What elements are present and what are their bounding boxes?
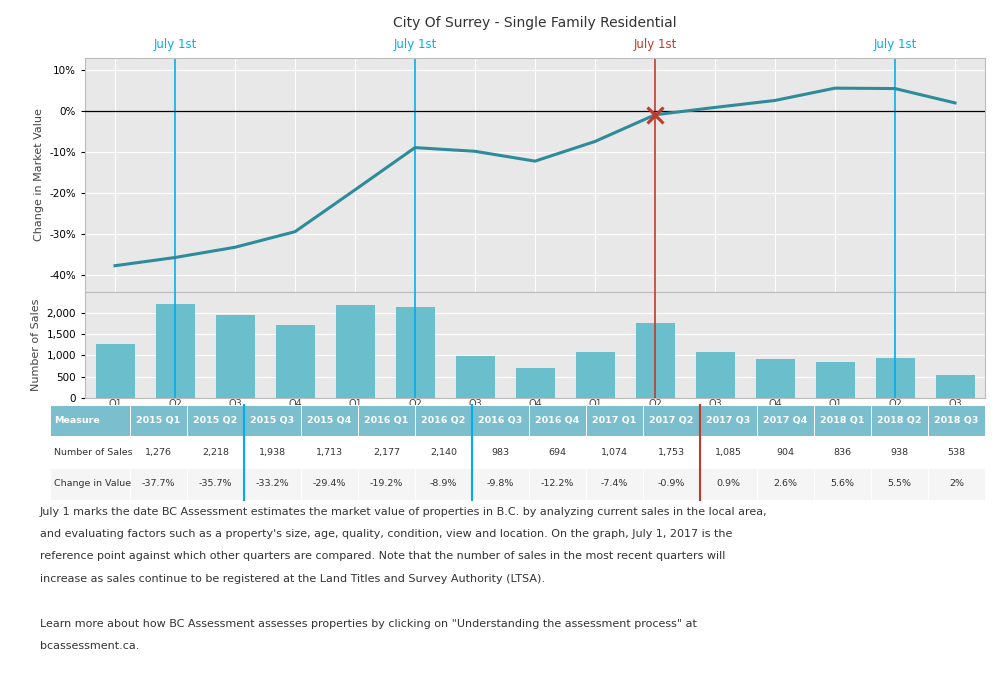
Text: July 1 marks the date BC Assessment estimates the market value of properties in : July 1 marks the date BC Assessment esti… [40, 507, 768, 517]
Text: 2015 Q4: 2015 Q4 [307, 416, 351, 425]
Text: -35.7%: -35.7% [199, 479, 232, 488]
Text: Change in Value: Change in Value [54, 479, 131, 488]
Text: 2016: 2016 [430, 424, 460, 437]
Text: -19.2%: -19.2% [370, 479, 403, 488]
Text: Learn more about how BC Assessment assesses properties by clicking on "Understan: Learn more about how BC Assessment asses… [40, 619, 697, 629]
Y-axis label: Change in Market Value: Change in Market Value [34, 108, 44, 241]
Text: 1,085: 1,085 [715, 447, 742, 457]
Text: 5.6%: 5.6% [830, 479, 854, 488]
Text: 2016 Q1: 2016 Q1 [364, 416, 409, 425]
Bar [516, 369, 554, 398]
Bar [816, 362, 854, 398]
Text: 2,218: 2,218 [202, 447, 229, 457]
Text: 2017 Q1: 2017 Q1 [592, 416, 637, 425]
Bar [396, 307, 434, 398]
Text: 2015 Q2: 2015 Q2 [193, 416, 237, 425]
Text: 2,140: 2,140 [430, 447, 457, 457]
Text: 2018 Q3: 2018 Q3 [934, 416, 979, 425]
Text: 2015 Q3: 2015 Q3 [250, 416, 294, 425]
Text: 2016 Q2: 2016 Q2 [421, 416, 466, 425]
Text: 2018: 2018 [880, 424, 910, 437]
Text: 938: 938 [890, 447, 909, 457]
Text: -33.2%: -33.2% [256, 479, 289, 488]
Bar [576, 352, 614, 398]
Text: and evaluating factors such as a property's size, age, quality, condition, view : and evaluating factors such as a propert… [40, 529, 732, 539]
Text: -7.4%: -7.4% [601, 479, 628, 488]
Text: 694: 694 [548, 447, 566, 457]
Text: bcassessment.ca.: bcassessment.ca. [40, 641, 139, 651]
Bar [216, 316, 254, 398]
Text: 2015 Q1: 2015 Q1 [136, 416, 180, 425]
Text: -12.2%: -12.2% [541, 479, 574, 488]
Bar [276, 325, 314, 398]
Text: 2017 Q3: 2017 Q3 [706, 416, 751, 425]
Text: 2017: 2017 [670, 424, 700, 437]
Text: 2017 Q2: 2017 Q2 [649, 416, 694, 425]
Text: 2016 Q4: 2016 Q4 [535, 416, 580, 425]
Bar [756, 359, 794, 398]
Text: 1,713: 1,713 [316, 447, 343, 457]
Text: July 1st: July 1st [393, 38, 437, 51]
Text: -8.9%: -8.9% [430, 479, 457, 488]
Text: 2.6%: 2.6% [773, 479, 797, 488]
Text: Measure: Measure [54, 416, 100, 425]
Text: 0.9%: 0.9% [716, 479, 740, 488]
Bar [456, 356, 494, 398]
Text: 5.5%: 5.5% [887, 479, 911, 488]
Text: 1,074: 1,074 [601, 447, 628, 457]
Text: 836: 836 [833, 447, 852, 457]
Text: 2018 Q2: 2018 Q2 [877, 416, 922, 425]
Text: 2,177: 2,177 [373, 447, 400, 457]
Y-axis label: Number of Sales: Number of Sales [31, 299, 41, 391]
Bar [96, 343, 134, 398]
Text: 1,276: 1,276 [145, 447, 172, 457]
Text: July 1st: July 1st [633, 38, 677, 51]
Text: July 1st: July 1st [153, 38, 197, 51]
Text: 538: 538 [947, 447, 966, 457]
Text: 2016 Q3: 2016 Q3 [478, 416, 523, 425]
Text: reference point against which other quarters are compared. Note that the number : reference point against which other quar… [40, 551, 725, 562]
Bar [336, 305, 374, 398]
Bar [696, 352, 734, 398]
Text: -37.7%: -37.7% [142, 479, 175, 488]
Text: Number of Sales: Number of Sales [54, 447, 133, 457]
Text: increase as sales continue to be registered at the Land Titles and Survey Author: increase as sales continue to be registe… [40, 574, 545, 584]
Bar [156, 303, 194, 398]
Text: 2018 Q1: 2018 Q1 [820, 416, 865, 425]
Title: City Of Surrey - Single Family Residential: City Of Surrey - Single Family Residenti… [393, 16, 677, 30]
Text: -9.8%: -9.8% [487, 479, 514, 488]
Text: 983: 983 [491, 447, 509, 457]
Text: 1,938: 1,938 [259, 447, 286, 457]
Bar [876, 358, 914, 398]
Text: 904: 904 [776, 447, 794, 457]
Text: 1,753: 1,753 [658, 447, 685, 457]
Text: -29.4%: -29.4% [313, 479, 346, 488]
Bar [936, 375, 974, 398]
Text: 2015: 2015 [190, 424, 220, 437]
Text: -0.9%: -0.9% [658, 479, 685, 488]
Bar [636, 323, 674, 398]
Text: 2%: 2% [949, 479, 964, 488]
Text: 2017 Q4: 2017 Q4 [763, 416, 808, 425]
Text: July 1st: July 1st [873, 38, 917, 51]
